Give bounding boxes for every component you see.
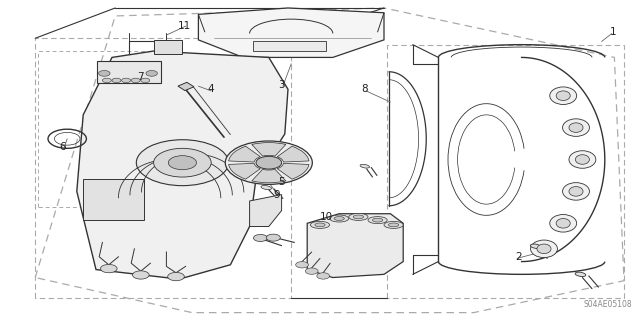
Ellipse shape	[360, 164, 369, 168]
Ellipse shape	[315, 223, 325, 227]
Ellipse shape	[261, 185, 271, 190]
Circle shape	[317, 273, 330, 279]
Ellipse shape	[569, 151, 596, 168]
Text: S04AE05108: S04AE05108	[584, 300, 632, 309]
Circle shape	[146, 70, 157, 76]
Circle shape	[112, 78, 121, 83]
Text: 4: 4	[208, 84, 214, 94]
Text: 9: 9	[273, 189, 280, 200]
Ellipse shape	[310, 221, 330, 228]
Text: 10: 10	[320, 212, 333, 222]
FancyBboxPatch shape	[83, 179, 144, 220]
Ellipse shape	[556, 219, 570, 228]
Polygon shape	[250, 195, 282, 226]
Ellipse shape	[575, 272, 586, 277]
Ellipse shape	[531, 244, 541, 249]
Ellipse shape	[334, 217, 344, 220]
Circle shape	[225, 141, 312, 184]
Circle shape	[168, 156, 196, 170]
Circle shape	[305, 268, 318, 274]
Circle shape	[253, 234, 268, 241]
Ellipse shape	[388, 223, 399, 227]
Circle shape	[102, 78, 111, 83]
Ellipse shape	[384, 221, 403, 228]
Wedge shape	[228, 146, 260, 162]
Wedge shape	[252, 169, 286, 183]
Ellipse shape	[575, 155, 589, 164]
Ellipse shape	[550, 215, 577, 232]
Text: 5: 5	[278, 177, 285, 187]
Text: 1: 1	[610, 27, 616, 37]
Wedge shape	[252, 143, 286, 156]
Wedge shape	[277, 146, 309, 162]
Ellipse shape	[563, 119, 589, 137]
Polygon shape	[77, 51, 288, 279]
Ellipse shape	[531, 240, 557, 258]
Ellipse shape	[368, 217, 387, 224]
Text: 11: 11	[178, 20, 191, 31]
Ellipse shape	[550, 87, 577, 105]
Circle shape	[168, 272, 184, 281]
FancyBboxPatch shape	[97, 61, 161, 83]
Polygon shape	[307, 214, 403, 278]
Ellipse shape	[569, 187, 583, 196]
Circle shape	[122, 78, 131, 83]
Circle shape	[100, 264, 117, 273]
Polygon shape	[253, 41, 326, 51]
Wedge shape	[277, 163, 309, 179]
Ellipse shape	[563, 182, 589, 200]
Text: 3: 3	[278, 79, 285, 90]
Text: 2: 2	[515, 252, 522, 262]
Circle shape	[141, 78, 150, 83]
Ellipse shape	[569, 123, 583, 132]
Circle shape	[99, 70, 110, 76]
Circle shape	[256, 156, 282, 169]
Ellipse shape	[537, 244, 551, 254]
Polygon shape	[178, 82, 194, 91]
Polygon shape	[154, 40, 182, 54]
Circle shape	[266, 234, 280, 241]
Ellipse shape	[556, 91, 570, 100]
Polygon shape	[198, 8, 384, 57]
Circle shape	[131, 78, 140, 83]
Ellipse shape	[349, 213, 368, 220]
Text: 7: 7	[138, 71, 144, 82]
Wedge shape	[228, 163, 260, 179]
Text: 6: 6	[60, 142, 66, 152]
Ellipse shape	[330, 215, 349, 222]
Circle shape	[296, 262, 308, 268]
Circle shape	[154, 148, 211, 177]
Circle shape	[132, 271, 149, 279]
Ellipse shape	[353, 215, 364, 219]
Text: 8: 8	[362, 84, 368, 94]
Ellipse shape	[372, 218, 383, 222]
Circle shape	[136, 140, 228, 186]
